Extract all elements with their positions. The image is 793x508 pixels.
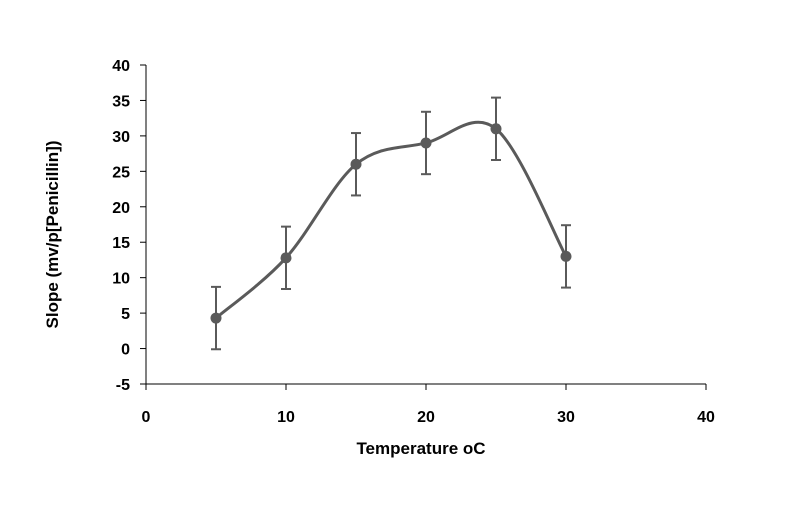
y-ticks: -5 0 5 10 15 20 25 30 35 40 bbox=[112, 58, 146, 394]
x-tick-label: 0 bbox=[142, 409, 151, 426]
x-axis-title: Temperature oC bbox=[356, 439, 485, 458]
data-point bbox=[280, 252, 292, 264]
y-axis-title: Slope (mv/p[Penicillin]) bbox=[43, 141, 62, 329]
y-tick-label: -5 bbox=[116, 377, 130, 394]
y-tick-label: 20 bbox=[112, 200, 130, 217]
x-tick-label: 10 bbox=[277, 409, 295, 426]
data-point bbox=[210, 312, 222, 324]
y-tick-label: 40 bbox=[112, 58, 130, 75]
x-tick-label: 30 bbox=[557, 409, 575, 426]
x-ticks: 0 10 20 30 40 bbox=[142, 384, 715, 426]
y-tick-label: 5 bbox=[121, 306, 130, 323]
y-tick-label: 30 bbox=[112, 129, 130, 146]
x-tick-label: 40 bbox=[697, 409, 715, 426]
x-tick-label: 20 bbox=[417, 409, 435, 426]
y-tick-label: 15 bbox=[112, 235, 130, 252]
data-point bbox=[420, 137, 432, 149]
data-point bbox=[350, 158, 362, 170]
y-tick-label: 35 bbox=[112, 93, 130, 110]
y-tick-label: 25 bbox=[112, 164, 130, 181]
data-point bbox=[490, 123, 502, 135]
data-points bbox=[210, 123, 572, 324]
y-tick-label: 10 bbox=[112, 271, 130, 288]
series-line bbox=[215, 120, 568, 320]
y-tick-label: 0 bbox=[121, 342, 130, 359]
error-bars bbox=[211, 96, 571, 351]
data-point bbox=[560, 250, 572, 262]
